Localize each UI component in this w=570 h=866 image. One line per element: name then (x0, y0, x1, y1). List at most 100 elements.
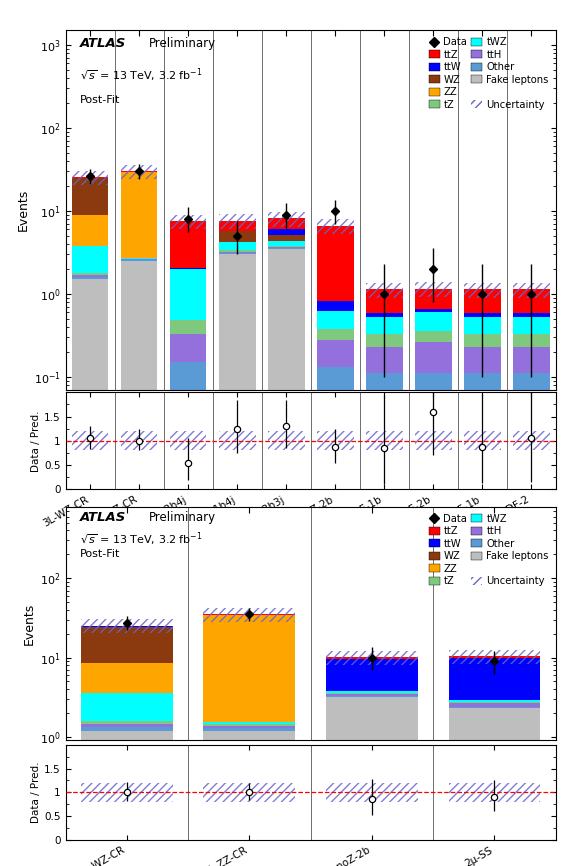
Bar (464, 283, 500, 298)
Bar (203, 731, 295, 866)
Bar (268, 246, 304, 247)
Text: ATLAS: ATLAS (80, 37, 127, 50)
Bar (449, 656, 540, 658)
Bar (203, 783, 295, 802)
Y-axis label: Data / Pred.: Data / Pred. (31, 410, 41, 472)
Bar (415, 395, 451, 866)
Bar (464, 431, 500, 450)
Bar (317, 390, 353, 866)
Bar (449, 658, 540, 700)
Bar (449, 703, 540, 707)
Bar (170, 390, 206, 866)
Bar (219, 254, 255, 255)
Text: Preliminary: Preliminary (149, 511, 216, 524)
Bar (81, 627, 173, 662)
Bar (513, 431, 549, 450)
Bar (170, 333, 206, 362)
Bar (326, 651, 418, 665)
Bar (72, 216, 108, 246)
Bar (366, 346, 402, 373)
Bar (268, 218, 304, 229)
Bar (513, 289, 549, 313)
Bar (219, 255, 255, 866)
Bar (81, 721, 173, 723)
Bar (317, 367, 353, 390)
Bar (464, 333, 500, 346)
Y-axis label: Events: Events (23, 603, 36, 644)
Bar (464, 289, 500, 313)
Bar (203, 722, 295, 724)
Bar (268, 236, 304, 242)
Bar (219, 252, 255, 254)
Bar (449, 700, 540, 701)
Text: ATLAS: ATLAS (80, 511, 127, 524)
Bar (219, 242, 255, 250)
Bar (203, 608, 295, 622)
Y-axis label: Events: Events (17, 189, 30, 231)
Bar (219, 431, 255, 450)
Bar (170, 221, 206, 268)
Bar (203, 615, 295, 722)
Bar (72, 275, 108, 277)
Bar (449, 707, 540, 708)
Bar (72, 277, 108, 279)
Bar (81, 662, 173, 693)
Bar (219, 215, 255, 229)
Bar (317, 339, 353, 367)
Bar (415, 288, 451, 309)
Bar (219, 250, 255, 252)
Bar (415, 331, 451, 342)
Bar (317, 226, 353, 301)
Bar (170, 320, 206, 333)
Bar (366, 333, 402, 346)
Bar (81, 693, 173, 721)
Bar (449, 708, 540, 866)
Bar (415, 431, 451, 450)
Bar (317, 311, 353, 329)
Bar (366, 283, 402, 298)
Bar (203, 724, 295, 726)
Bar (81, 727, 173, 731)
Bar (415, 309, 451, 312)
Bar (366, 313, 402, 317)
Bar (219, 231, 255, 242)
Legend: Data, ttZ, ttW, WZ, ZZ, tZ, tWZ, ttH, Other, Fake leptons, , Uncertainty: Data, ttZ, ttW, WZ, ZZ, tZ, tWZ, ttH, Ot… (426, 36, 551, 112)
Bar (72, 246, 108, 273)
Bar (326, 657, 418, 659)
Bar (268, 229, 304, 236)
Bar (170, 362, 206, 390)
Bar (415, 282, 451, 296)
Bar (366, 431, 402, 450)
Text: Post-Fit: Post-Fit (80, 95, 121, 105)
Bar (513, 313, 549, 317)
Bar (203, 728, 295, 731)
Bar (72, 171, 108, 185)
Bar (513, 395, 549, 866)
Bar (72, 279, 108, 866)
Bar (415, 342, 451, 373)
Bar (268, 431, 304, 450)
Bar (203, 726, 295, 728)
Bar (366, 289, 402, 313)
Bar (268, 212, 304, 227)
Bar (81, 731, 173, 866)
Bar (449, 701, 540, 703)
Bar (513, 373, 549, 395)
Bar (326, 694, 418, 695)
Bar (449, 783, 540, 802)
Bar (464, 373, 500, 395)
Bar (415, 312, 451, 331)
Bar (415, 373, 451, 395)
Bar (464, 317, 500, 333)
Bar (326, 691, 418, 694)
Bar (121, 431, 157, 450)
Text: $\sqrt{s}$ = 13 TeV, 3.2 fb$^{-1}$: $\sqrt{s}$ = 13 TeV, 3.2 fb$^{-1}$ (80, 530, 203, 547)
Text: Preliminary: Preliminary (149, 37, 216, 50)
Bar (366, 373, 402, 395)
Bar (366, 317, 402, 333)
Bar (170, 269, 206, 320)
Bar (317, 219, 353, 234)
Bar (449, 650, 540, 664)
Bar (72, 431, 108, 450)
Bar (121, 171, 157, 258)
